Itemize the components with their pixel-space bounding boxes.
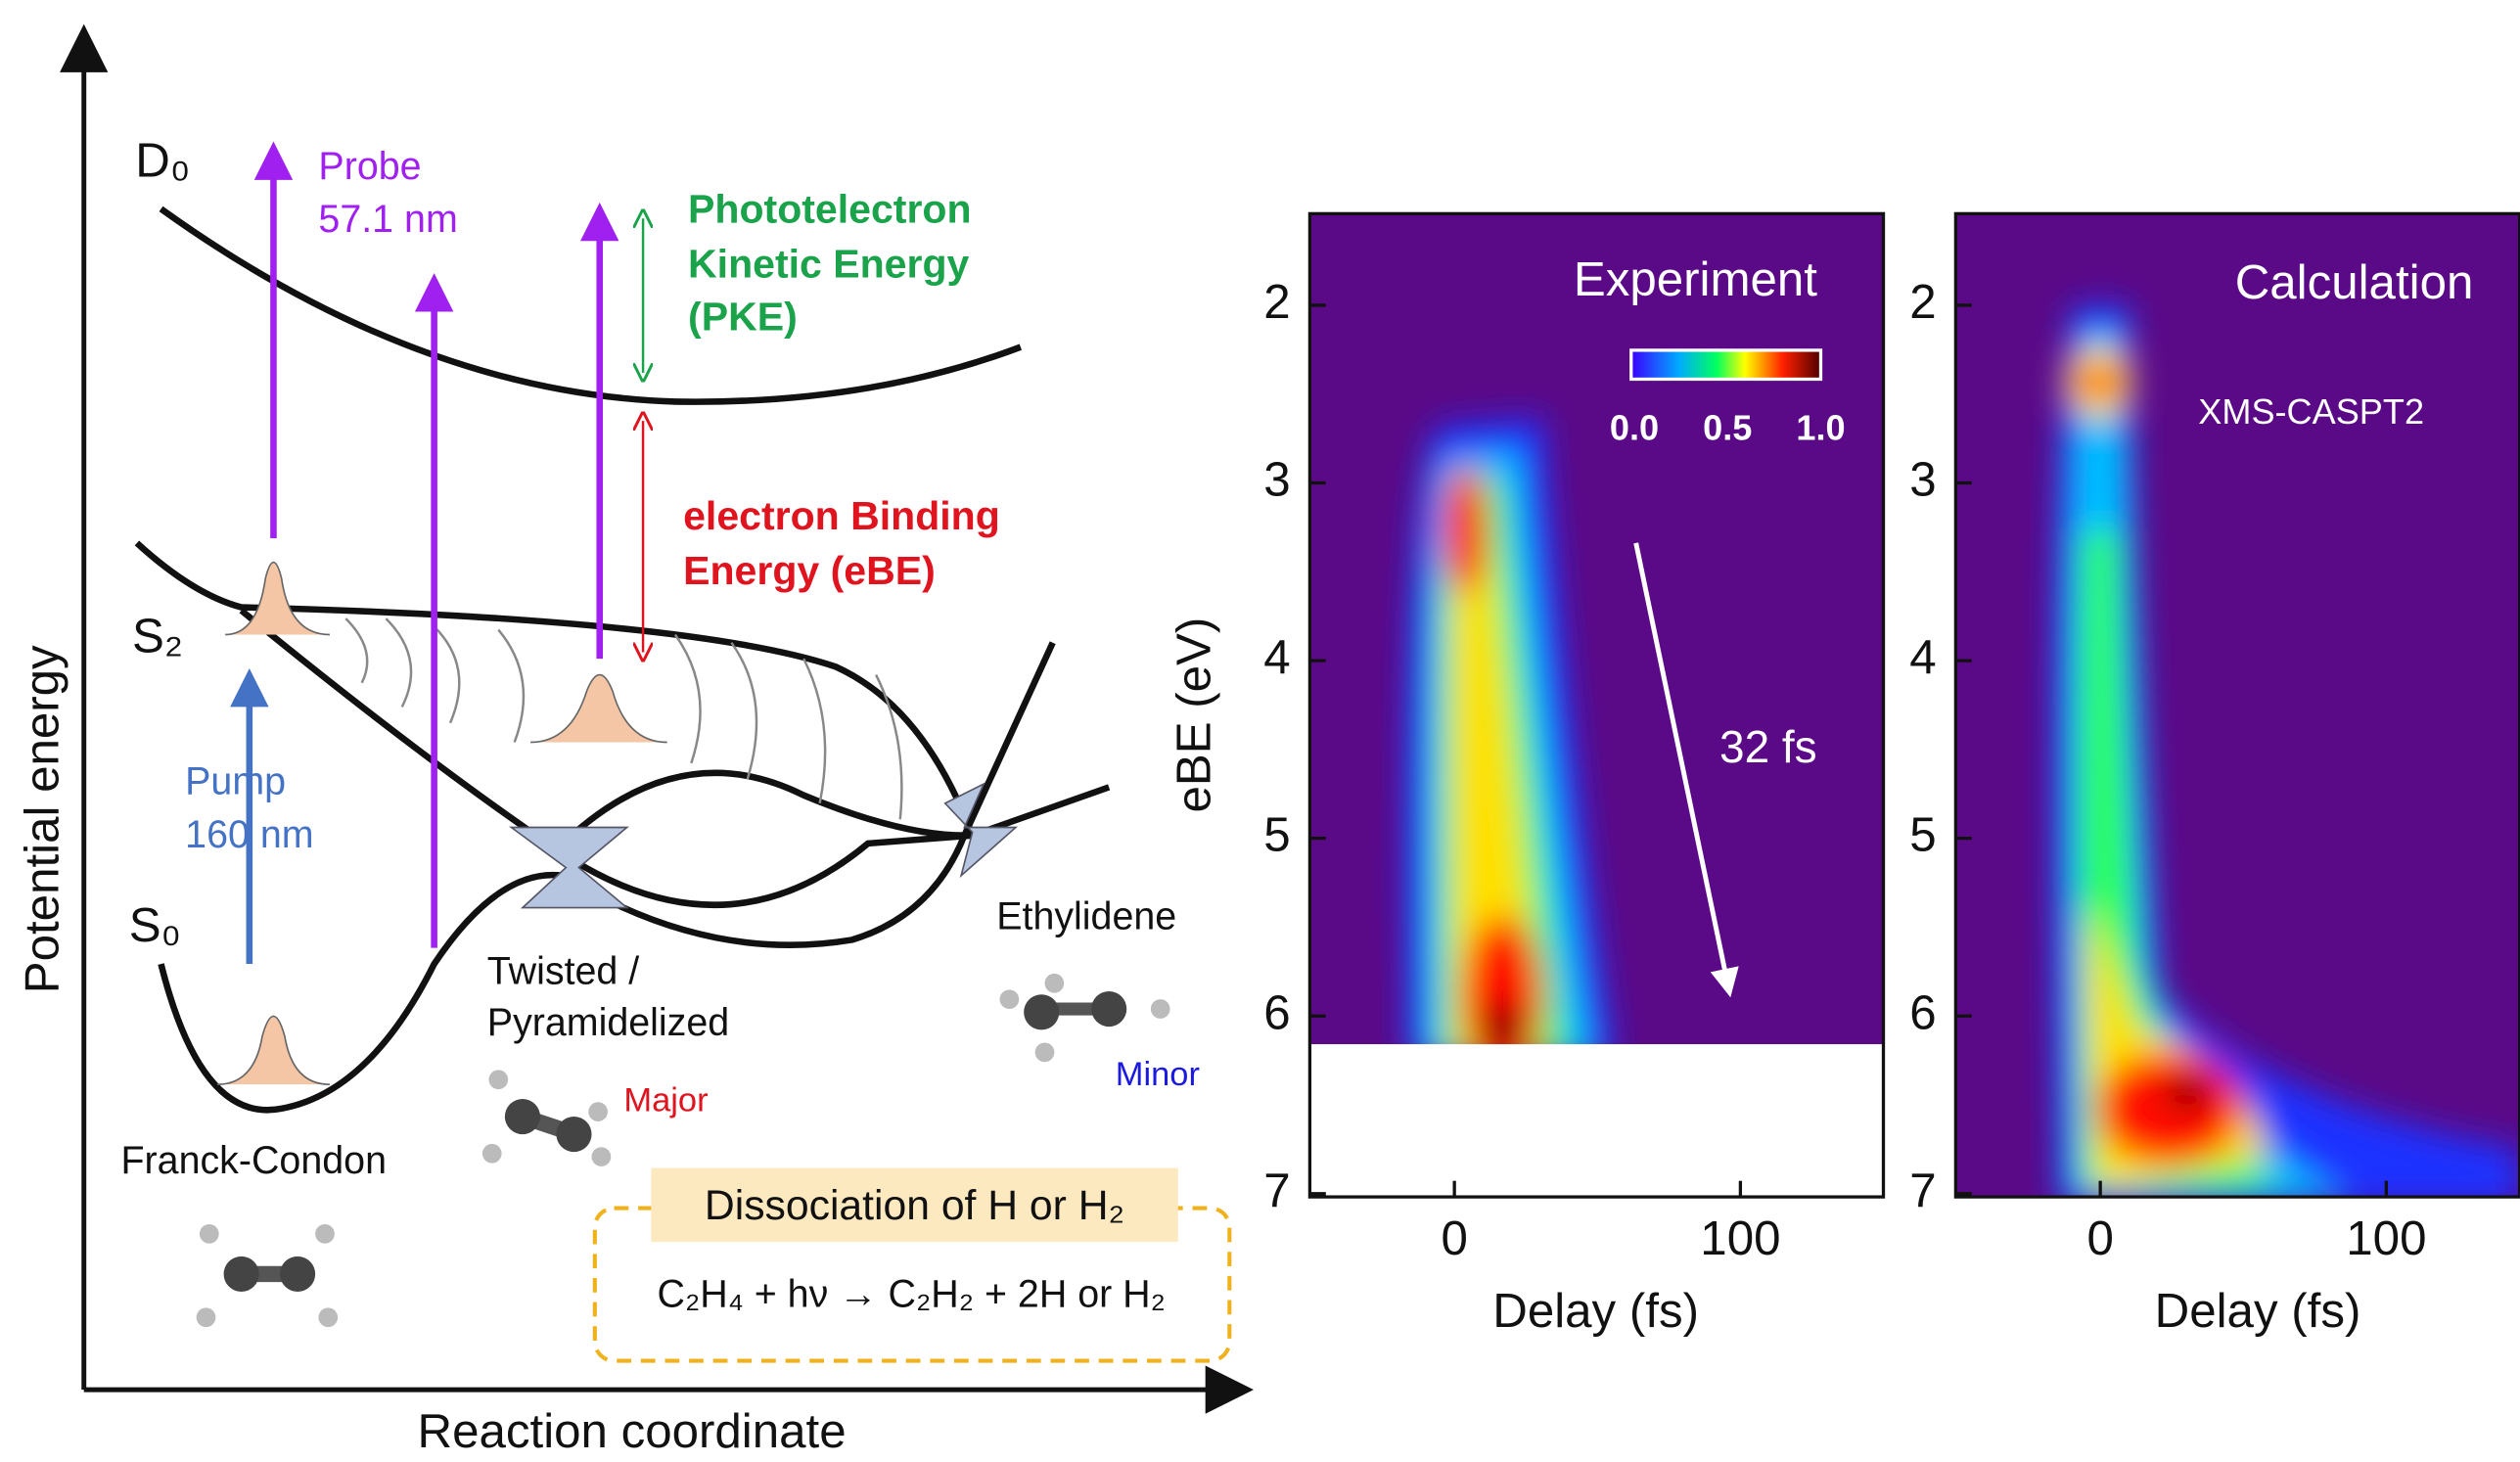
probe-label: 57.1 nm bbox=[318, 198, 457, 241]
s2-upper bbox=[552, 769, 965, 854]
y-tick-label: 3 bbox=[1263, 453, 1290, 507]
colorbar-tick-label: 0.0 bbox=[1610, 408, 1659, 448]
state-label: S₂ bbox=[132, 609, 183, 662]
decay-label: 32 fs bbox=[1719, 721, 1817, 772]
x-tick-label: 0 bbox=[2086, 1211, 2113, 1265]
x-tick-label: 100 bbox=[1700, 1211, 1780, 1265]
panel-title: Experiment bbox=[1574, 252, 1817, 306]
state-label: S₀ bbox=[129, 898, 181, 952]
wavepackets bbox=[216, 561, 667, 1086]
heatmap-background bbox=[1955, 213, 2520, 1198]
colorbar-tick-label: 1.0 bbox=[1796, 408, 1845, 448]
minor-label: Minor bbox=[1116, 1056, 1200, 1093]
y-tick-label: 7 bbox=[1909, 1164, 1936, 1217]
wavepacket-traces bbox=[344, 617, 903, 820]
pke-label: (PKE) bbox=[688, 295, 798, 340]
x-axis-label: Delay (fs) bbox=[2155, 1284, 2361, 1338]
y-tick-label: 6 bbox=[1263, 985, 1290, 1039]
pke-label: Kinetic Energy bbox=[688, 241, 969, 286]
y-tick-label: 6 bbox=[1909, 985, 1936, 1039]
heatmap bbox=[2051, 304, 2520, 1198]
panel-title: Calculation bbox=[2235, 255, 2474, 309]
pke-label: Phototelectron bbox=[688, 187, 972, 232]
experiment-panel: Experiment 0.0 0.5 1.0 32 fs eBE (eV) De… bbox=[1167, 211, 1886, 1338]
y-tick-label: 4 bbox=[1909, 630, 1936, 684]
energy-diagram: Potential energy Reaction coordinate D₀ bbox=[15, 23, 1254, 1458]
y-axis-label: eBE (eV) bbox=[1167, 617, 1220, 813]
colorbar-tick-label: 0.5 bbox=[1703, 408, 1752, 448]
geometry-label: Franck-Condon bbox=[120, 1139, 386, 1182]
ticks: 2 3 4 5 6 7 0 100 bbox=[1263, 275, 1780, 1265]
ticks: 2 3 4 5 6 7 0 100 bbox=[1909, 275, 2426, 1265]
x-axis-label: Delay (fs) bbox=[1492, 1284, 1699, 1338]
dissociation-title: Dissociation of H or H₂ bbox=[705, 1182, 1124, 1229]
geometry-label: Ethylidene bbox=[996, 894, 1176, 937]
x-tick-label: 100 bbox=[2346, 1211, 2426, 1265]
x-tick-label: 0 bbox=[1441, 1211, 1467, 1265]
colorbar bbox=[1629, 348, 1823, 382]
y-tick-label: 3 bbox=[1909, 453, 1936, 507]
method-label: XMS-CASPT2 bbox=[2198, 391, 2424, 432]
geometry-label: Twisted / bbox=[487, 949, 639, 992]
x-axis-label: Reaction coordinate bbox=[418, 1404, 847, 1458]
no-data-region bbox=[1309, 1044, 1884, 1198]
ebe-label: electron Binding bbox=[683, 493, 1000, 538]
s2-curve bbox=[134, 540, 976, 837]
heatmap bbox=[1404, 417, 1613, 1045]
conical-intersections bbox=[508, 782, 1019, 909]
y-tick-label: 7 bbox=[1263, 1164, 1290, 1217]
s0-curve bbox=[158, 641, 1056, 1114]
d0-curve bbox=[159, 206, 1023, 405]
probe-label: Probe bbox=[318, 145, 421, 188]
heatmap-background bbox=[1309, 213, 1884, 1045]
y-axis-label: Potential energy bbox=[15, 645, 69, 993]
molecules bbox=[196, 973, 1170, 1328]
major-label: Major bbox=[623, 1081, 708, 1119]
y-tick-label: 2 bbox=[1263, 275, 1290, 329]
calculation-panel: Calculation XMS-CASPT2 Delay (fs) 2 3 4 5 6 7… bbox=[1909, 211, 2520, 1338]
geometry-label: Pyramidelized bbox=[487, 1001, 729, 1044]
decay-arrow bbox=[1633, 542, 1739, 998]
panel-frame bbox=[1307, 211, 1886, 1199]
y-tick-label: 5 bbox=[1263, 808, 1290, 862]
y-tick-label: 2 bbox=[1909, 275, 1936, 329]
dissociation-equation: C₂H₄ + hν → C₂H₂ + 2H or H₂ bbox=[658, 1272, 1166, 1315]
pump-label: Pump bbox=[185, 760, 286, 803]
y-tick-label: 4 bbox=[1263, 630, 1290, 684]
pump-label: 160 nm bbox=[185, 813, 313, 856]
dissociation-title-bg bbox=[651, 1167, 1178, 1243]
ebe-label: Energy (eBE) bbox=[683, 548, 936, 593]
y-tick-label: 5 bbox=[1909, 808, 1936, 862]
state-label: D₀ bbox=[135, 133, 190, 187]
